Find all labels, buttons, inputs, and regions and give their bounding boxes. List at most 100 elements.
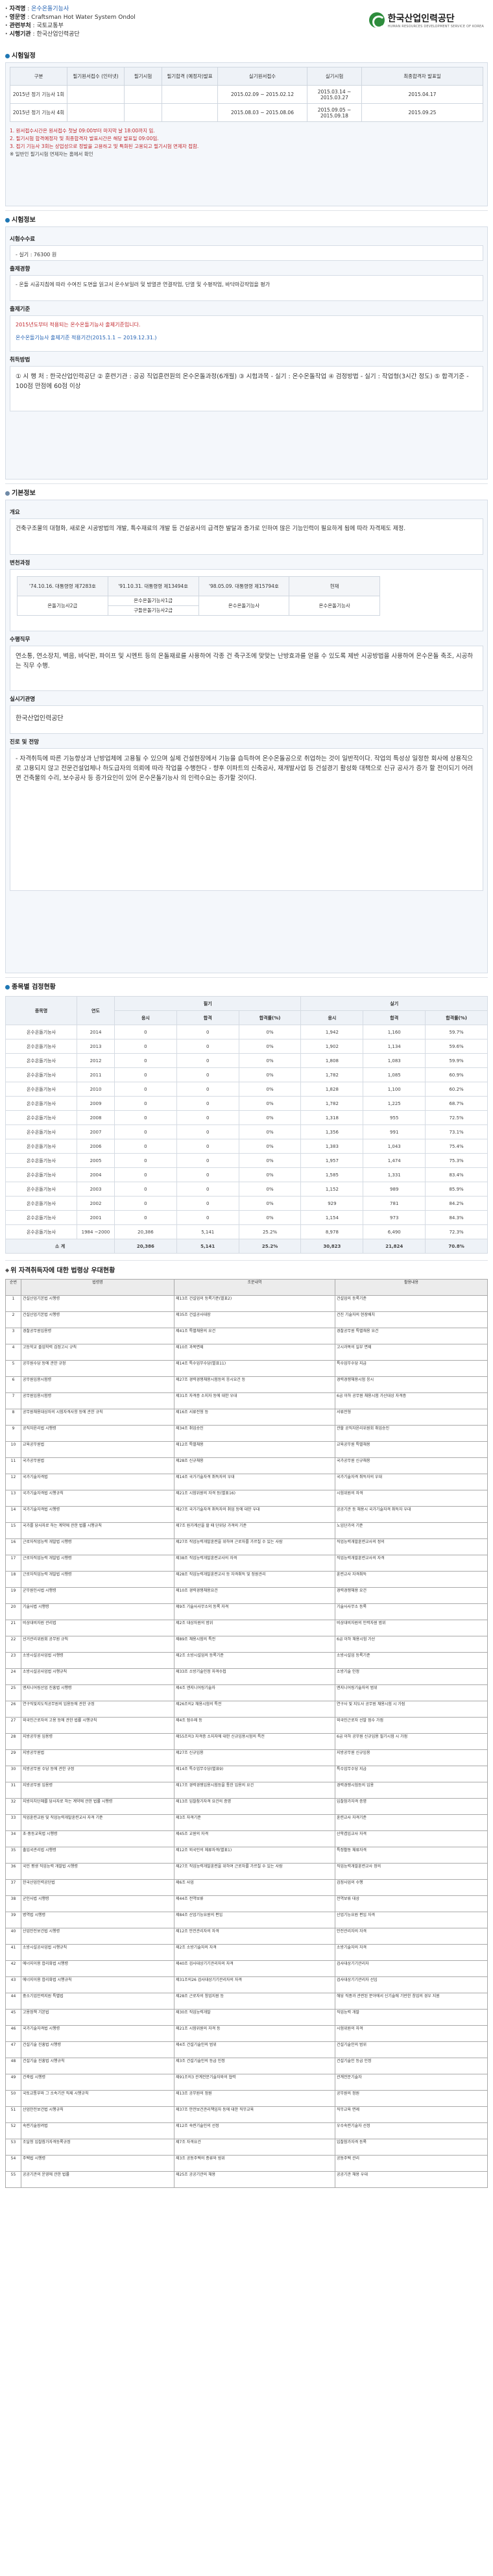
laws-cell: 10 — [5, 1441, 21, 1458]
stats-cell: 1,474 — [363, 1153, 426, 1168]
laws-cell: 제30조 직업능력개발 — [174, 2009, 335, 2026]
stats-sub-header: 합격률(%) — [425, 1010, 488, 1025]
stats-sub-header: 응시 — [300, 1010, 364, 1025]
stats-cell: 0% — [238, 1167, 302, 1182]
stats-row: 온수온돌기능사 2003 0 0 0% 1,152 989 85.9% — [5, 1182, 488, 1197]
laws-cell: 제27조 경력경쟁채용시험등의 응시요건 등 — [174, 1376, 335, 1393]
stats-h-year: 연도 — [77, 996, 115, 1025]
stats-cell: 20,386 — [114, 1224, 177, 1239]
stats-h-practical: 실기 — [300, 996, 488, 1011]
laws-row: 34 초·중등교육법 시행령 제45조 교원의 자격 산학겸임교사 자격 — [5, 1830, 488, 1847]
laws-row: 31 지방공무원 임용령 제17조 경력경쟁임용시험등을 통한 임용의 요건 경력경쟁… — [5, 1782, 488, 1799]
laws-cell: 13 — [5, 1490, 21, 1507]
laws-row: 9 공직자윤리법 시행령 제34조 취업승인 관할 공직자윤리위원회 취업승인 — [5, 1425, 488, 1442]
laws-cell: 30 — [5, 1766, 21, 1782]
laws-cell: 37 — [5, 1879, 21, 1896]
stats-cell: 2013 — [77, 1039, 115, 1054]
schedule-table: 구분 필기원서접수 (인터넷) 필기시험 필기합격 (예정자)발표 실기원서접수 실기시험… — [10, 67, 483, 122]
history-table: '74.10.16. 대통령령 제7283호 '91.10.31. 대통령령 제… — [17, 576, 380, 616]
laws-cell: 검정사업의 수행 — [335, 1879, 488, 1896]
stats-cell: 0 — [114, 1096, 177, 1111]
laws-cell: 제14조 특수업무수당(별표9) — [174, 1766, 335, 1782]
laws-cell: 비상대비자원의 인력자원 범위 — [335, 1620, 488, 1636]
stats-cell: 2001 — [77, 1210, 115, 1225]
laws-cell: 국가기술자격법 시행령 — [21, 2025, 174, 2042]
history-title: 변천과정 — [10, 560, 30, 566]
laws-row: 35 출입국관리법 시행령 제12조 외국인의 체류자격(별표1) 특정활동 체류자격 — [5, 1847, 488, 1864]
laws-cell: 18 — [5, 1571, 21, 1588]
stats-table: 종목명 연도 필기 실기 응시 합격 합격률(%) 응시 합격 합격률(%) 온수온돌기능… — [5, 996, 488, 1254]
laws-cell: 관계전문기술자 — [335, 2074, 488, 2091]
stats-cell: 1,828 — [300, 1082, 364, 1097]
schedule-note: 2. 필기시험 합격예정자 및 최종합격자 발표시간은 해당 발표일 09:00… — [10, 136, 159, 141]
stats-cell: 2006 — [77, 1139, 115, 1154]
info-key: 자격명 — [5, 6, 25, 12]
schedule-cell — [162, 103, 218, 122]
criteria-link[interactable]: 온수온돌기능사 출제기준 적용기간(2015.1.1 ~ 2019.12.31.… — [16, 335, 157, 341]
agency-value: 한국산업인력공단 — [10, 705, 483, 734]
stats-cell: 75.4% — [425, 1139, 488, 1154]
stats-cell: 0 — [114, 1039, 177, 1054]
section-bullet-icon — [5, 53, 10, 58]
fee-value: - 실기 : 76300 원 — [10, 245, 483, 261]
laws-cell: 엔지니어링기술자의 범위 — [335, 1684, 488, 1701]
laws-cell: 한국산업인력공단법 — [21, 1879, 174, 1896]
stats-cell: 955 — [363, 1110, 426, 1125]
laws-cell: 제34조 취업승인 — [174, 1425, 335, 1442]
stats-h-written: 필기 — [114, 996, 302, 1011]
stats-cell: 0 — [114, 1167, 177, 1182]
laws-cell: 제28조 근로자의 창업지원 등 — [174, 1993, 335, 2010]
schedule-header-cell: 필기시험 — [124, 67, 162, 86]
schedule-cell: 2015.08.03 ~ 2015.08.06 — [217, 103, 307, 122]
stats-cell: 온수온돌기능사 — [5, 1139, 77, 1154]
schedule-box: 구분 필기원서접수 (인터넷) 필기시험 필기합격 (예정자)발표 실기원서접수 실기시험… — [5, 62, 488, 206]
stats-cell: 2008 — [77, 1110, 115, 1125]
laws-header-cell: 활용내용 — [335, 1279, 488, 1296]
hrdk-logo[interactable]: 한국산업인력공단 HUMAN RESOURCES DEVELOPMENT SER… — [368, 12, 484, 29]
schedule-cell: 2015.09.05 ~ 2015.09.18 — [307, 103, 362, 122]
stats-cell: 0 — [176, 1039, 239, 1054]
stats-cell: 온수온돌기능사 — [5, 1167, 77, 1182]
stats-cell: 0% — [238, 1039, 302, 1054]
history-c3-top: '98.05.09. 대통령령 제15794호 — [198, 576, 290, 596]
laws-cell: 직업능력개발훈련교사의 정의 — [335, 1538, 488, 1555]
stats-cell: 0 — [176, 1167, 239, 1182]
laws-cell: 53 — [5, 2139, 21, 2156]
info-value[interactable]: 온수온돌기능사 — [31, 6, 69, 12]
stats-cell: 1,134 — [363, 1039, 426, 1054]
laws-cell: 29 — [5, 1749, 21, 1766]
laws-row: 36 국민 평생 직업능력 개발법 시행령 제27조 직업능력개발훈련을 위하여 근… — [5, 1863, 488, 1880]
stats-cell: 1,331 — [363, 1167, 426, 1182]
laws-cell: 42 — [5, 1960, 21, 1977]
laws-cell: 8 — [5, 1409, 21, 1426]
laws-cell: 51 — [5, 2106, 21, 2123]
stats-cell: 0 — [114, 1196, 177, 1211]
laws-cell: 제28조 직업능력개발훈련교사 등 자격취득 및 정원관리 — [174, 1571, 335, 1588]
schedule-cell: 2015년 정기 기능사 4회 — [10, 103, 67, 122]
history-c4-bottom: 온수온돌기능사 — [289, 596, 380, 616]
stats-cell: 1,085 — [363, 1067, 426, 1082]
laws-cell: 6급 이하 공무원 채용시험 가산대상 자격증 — [335, 1392, 488, 1409]
history-c1-bottom: 온돌기능사2급 — [17, 596, 108, 616]
laws-cell: 제7조 자격요건 — [174, 2139, 335, 2156]
stats-cell: 0 — [176, 1153, 239, 1168]
stats-cell: 1,225 — [363, 1096, 426, 1111]
laws-row: 26 연구직및지도직공무원의 임용등에 관한 규정 제26조의2 채용시험의 특전 연… — [5, 1701, 488, 1718]
schedule-row: 2015년 정기 기능사 4회 2015.08.03 ~ 2015.08.06 20… — [10, 103, 483, 122]
laws-cell: 소방기술 인정 — [335, 1668, 488, 1685]
laws-row: 30 지방공무원 수당 등에 관한 규정 제14조 특수업무수당(별표9) 특수업무수… — [5, 1766, 488, 1782]
stats-row: 온수온돌기능사 2009 0 0 0% 1,782 1,225 68.7% — [5, 1096, 488, 1111]
stats-cell: 73.1% — [425, 1124, 488, 1139]
laws-row: 32 지방자치단체를 당사자로 하는 계약에 관한 법률 시행령 제13조 입찰참가… — [5, 1798, 488, 1815]
laws-cell: 제2조 대상자원의 범위 — [174, 1620, 335, 1636]
laws-cell: 제12조 숙련기술인의 선정 — [174, 2122, 335, 2139]
laws-cell: 군인사법 시행령 — [21, 1895, 174, 1912]
laws-cell: 36 — [5, 1863, 21, 1880]
laws-row: 8 공무원채용대상자의 시험자격사항 등에 관한 규칙 제16조 서류전형 등 서류전… — [5, 1409, 488, 1426]
exam-info-box: 시험수수료 - 실기 : 76300 원 출제경향 - 온돌 시공지침에 따라 … — [5, 226, 488, 480]
schedule-cell: 2015년 정기 기능사 1회 — [10, 85, 67, 104]
laws-cell: 제3조 공동주택의 종류와 범위 — [174, 2155, 335, 2172]
laws-cell: 관할 공직자윤리위원회 취업승인 — [335, 1425, 488, 1442]
stats-cell: 1,585 — [300, 1167, 364, 1182]
laws-cell: 제9조 기술사사무소의 등록 자격 — [174, 1603, 335, 1620]
